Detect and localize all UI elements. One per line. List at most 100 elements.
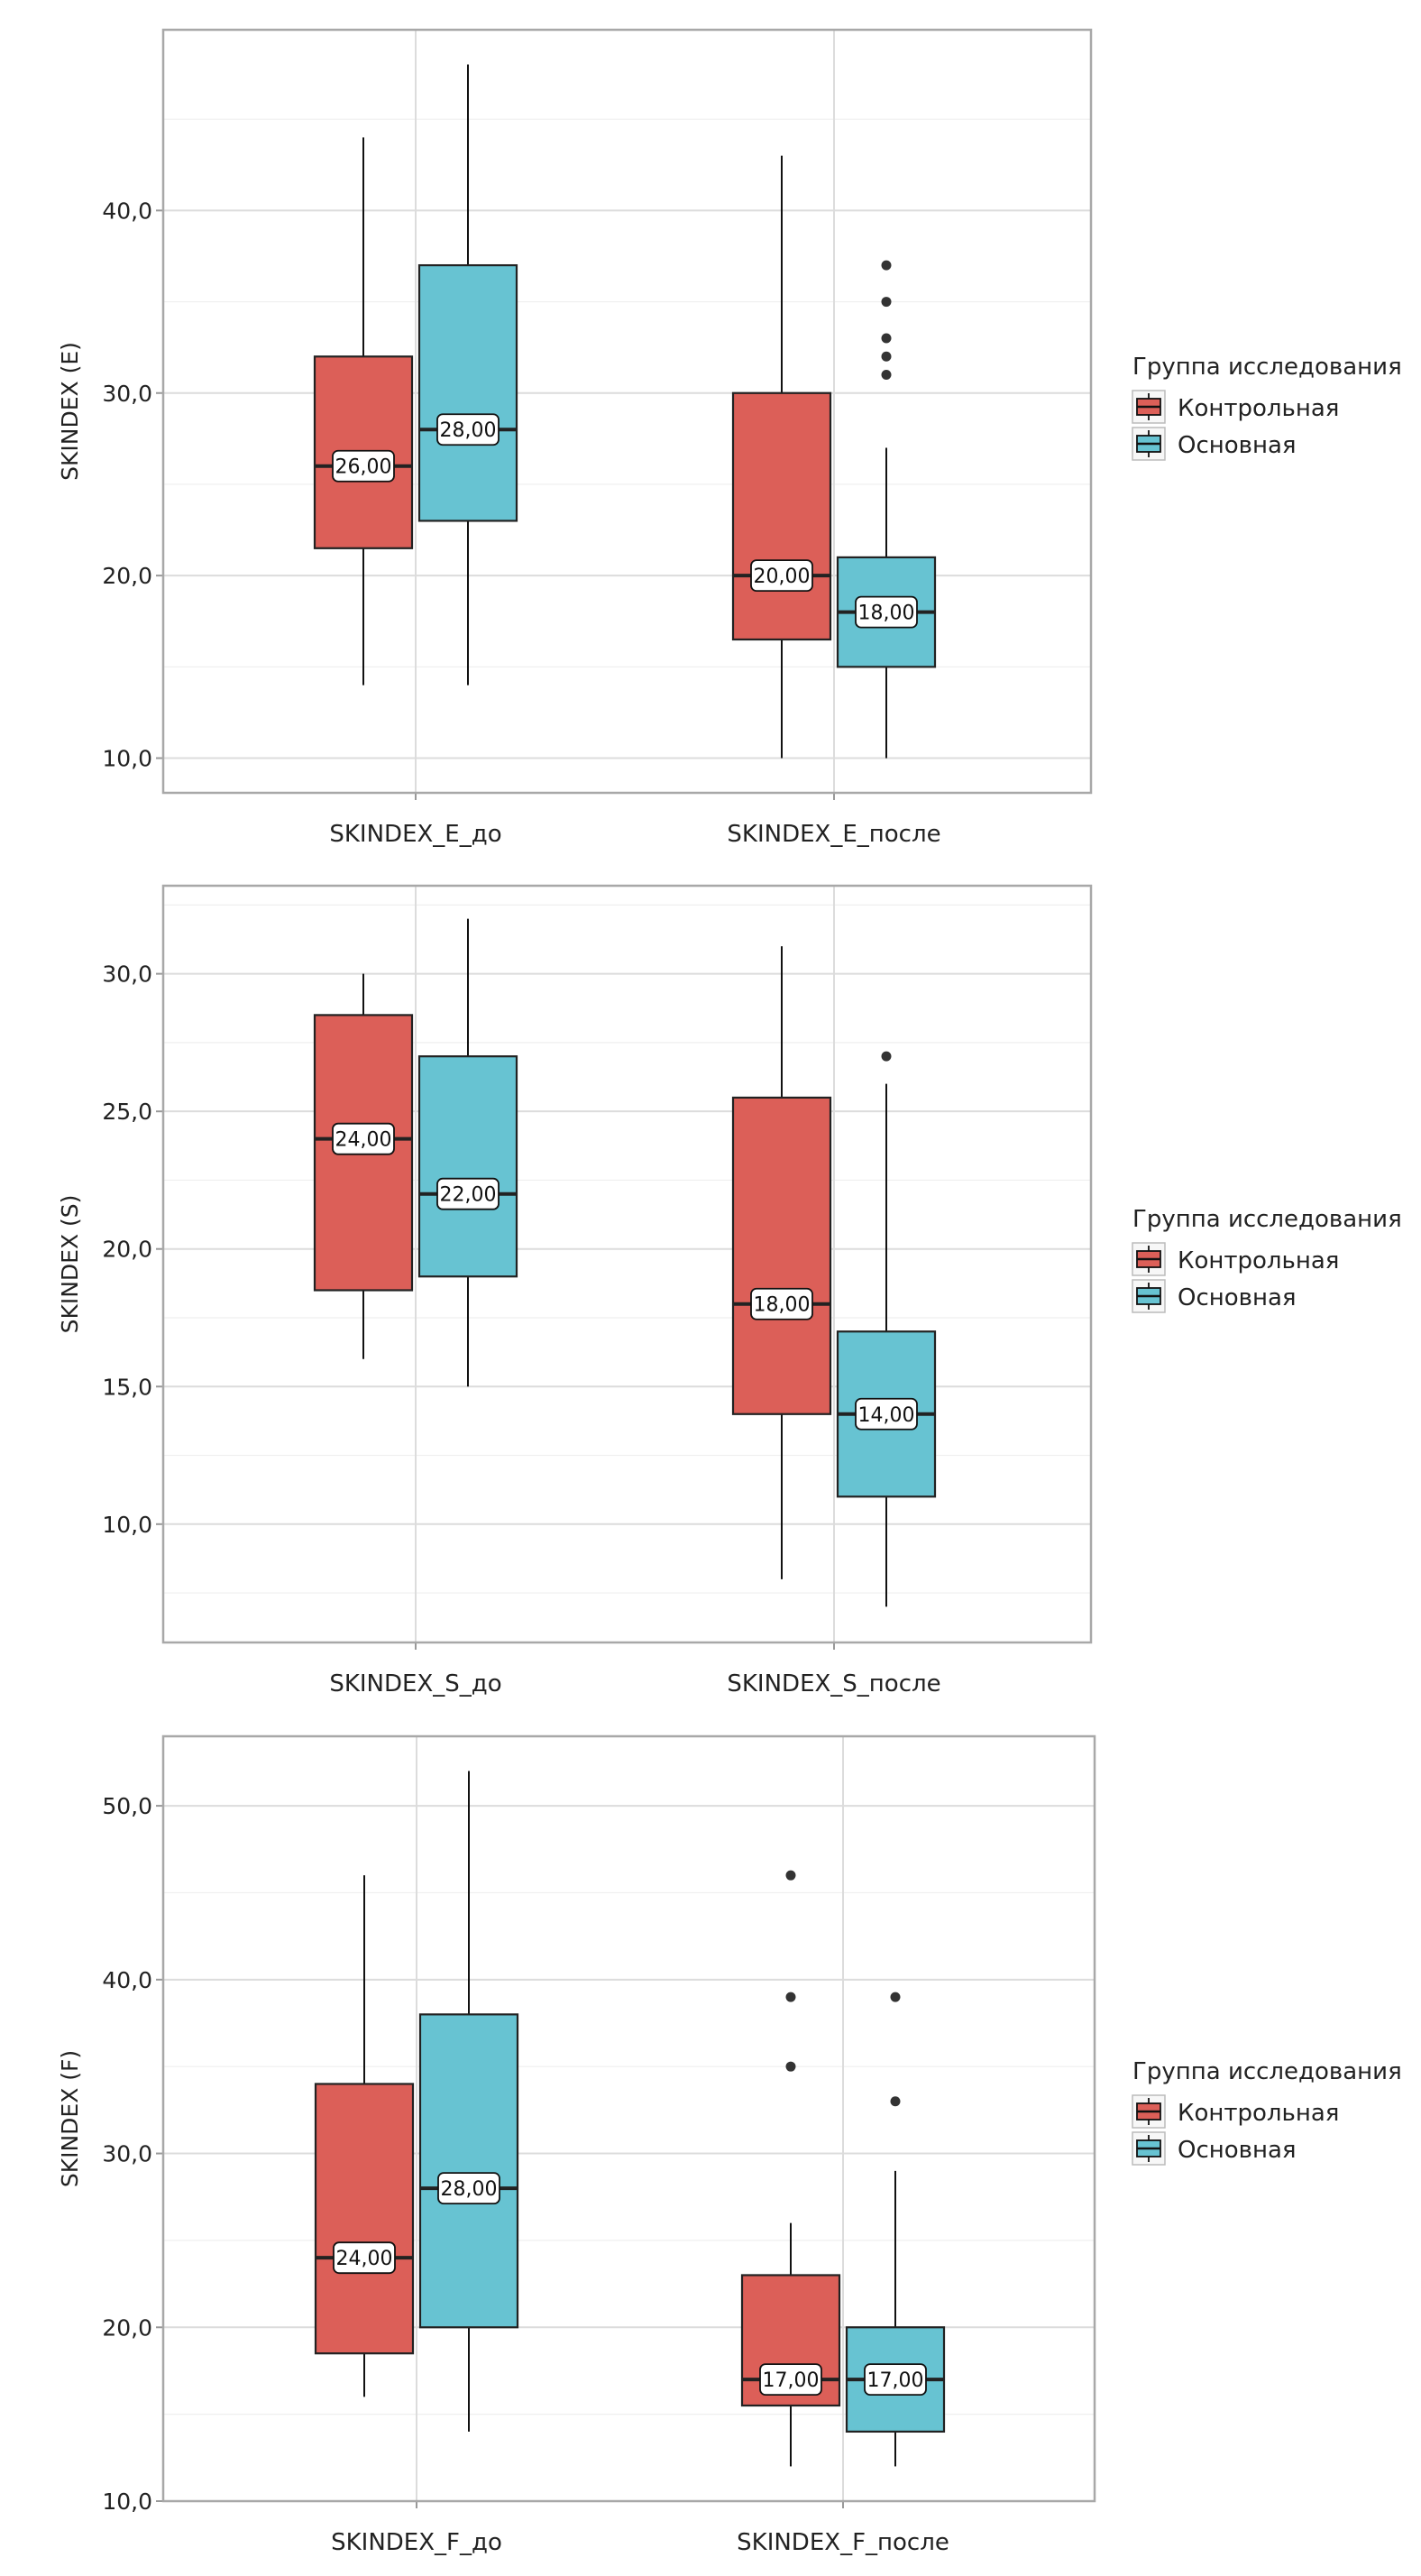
x-category-label: SKINDEX_F_после bbox=[737, 2529, 949, 2556]
median-label-box bbox=[436, 1177, 500, 1210]
box-control-1: 24,00 bbox=[313, 973, 414, 1359]
median-label-box bbox=[759, 2363, 822, 2396]
legend-label-main: Основная bbox=[1178, 1284, 1297, 1311]
outlier-point bbox=[881, 333, 892, 344]
y-axis-title: SKINDEX (E) bbox=[57, 342, 83, 481]
median-label: 17,00 bbox=[763, 2369, 820, 2392]
box-main-2: 14,00 bbox=[836, 1051, 937, 1607]
box-control-2: 20,00 bbox=[731, 155, 832, 759]
outlier-point bbox=[881, 351, 892, 362]
outlier-point bbox=[881, 1051, 892, 1062]
median-label: 24,00 bbox=[336, 2248, 393, 2270]
legend-key-control bbox=[1132, 390, 1166, 424]
y-tick-label: 50,0 bbox=[102, 1793, 152, 1819]
outlier-point bbox=[785, 1992, 796, 2002]
legend: Группа исследования Контрольная Основная bbox=[1132, 1206, 1402, 1313]
plot-panel bbox=[163, 30, 1091, 793]
median-label-box bbox=[750, 1287, 813, 1320]
panel-border bbox=[161, 1734, 1096, 2503]
median-label: 14,00 bbox=[858, 1404, 915, 1427]
plot-panel bbox=[163, 1736, 1095, 2501]
y-tick-label: 25,0 bbox=[102, 1099, 152, 1125]
median-label: 26,00 bbox=[335, 456, 392, 479]
median-label: 28,00 bbox=[440, 419, 497, 442]
outlier-point bbox=[785, 2061, 796, 2072]
plot-panel bbox=[163, 886, 1091, 1642]
legend-title: Группа исследования bbox=[1132, 2058, 1402, 2085]
median-label-box bbox=[332, 449, 395, 483]
median-label: 18,00 bbox=[754, 1294, 811, 1317]
box-main-1: 28,00 bbox=[418, 1771, 519, 2432]
y-axis-title: SKINDEX (F) bbox=[57, 2050, 83, 2187]
legend-label-main: Основная bbox=[1178, 432, 1297, 459]
iqr-box bbox=[731, 391, 832, 641]
y-tick-label: 15,0 bbox=[102, 1374, 152, 1400]
median-label-box bbox=[436, 413, 500, 446]
median-label: 22,00 bbox=[440, 1184, 497, 1207]
median-label-box bbox=[855, 595, 918, 629]
outlier-point bbox=[881, 370, 892, 381]
y-tick-label: 10,0 bbox=[102, 2489, 152, 2515]
y-axis-title: SKINDEX (S) bbox=[57, 1195, 83, 1334]
y-tick-label: 20,0 bbox=[102, 1237, 152, 1263]
iqr-box bbox=[418, 2013, 519, 2329]
legend-label-control: Контрольная bbox=[1178, 2100, 1339, 2127]
legend-key-control bbox=[1132, 2094, 1166, 2129]
legend-key-main bbox=[1132, 2131, 1166, 2166]
box-control-1: 26,00 bbox=[313, 137, 414, 685]
legend-key-main bbox=[1132, 1279, 1166, 1313]
x-category-label: SKINDEX_S_до bbox=[329, 1670, 501, 1697]
box-main-1: 22,00 bbox=[417, 918, 518, 1387]
outlier-point bbox=[890, 2096, 901, 2107]
box-control-1: 24,00 bbox=[314, 1875, 415, 2397]
legend-label-control: Контрольная bbox=[1178, 395, 1339, 422]
chart-1: 10,0 20,0 30,0 40,0 SKINDEX_E_до SKINDEX_E_по… bbox=[57, 28, 1402, 848]
legend-title: Группа исследования bbox=[1132, 1206, 1402, 1233]
y-tick-label: 10,0 bbox=[102, 746, 152, 772]
y-tick-label: 20,0 bbox=[102, 2314, 152, 2341]
x-category-label: SKINDEX_S_после bbox=[727, 1670, 940, 1697]
median-label-box bbox=[855, 1397, 918, 1431]
y-tick-label: 30,0 bbox=[102, 2141, 152, 2167]
outlier-point bbox=[785, 1870, 796, 1881]
chart-3: 10,0 20,0 30,0 40,0 50,0 SKINDEX_F_до SKINDEX_… bbox=[57, 1734, 1402, 2556]
chart-2: 10,0 15,0 20,0 25,0 30,0 SKINDEX_S_до SKINDEX_… bbox=[57, 884, 1402, 1697]
median-label: 18,00 bbox=[858, 603, 915, 625]
median-label-box bbox=[864, 2363, 927, 2396]
y-tick-label: 40,0 bbox=[102, 1967, 152, 1993]
legend-title: Группа исследования bbox=[1132, 354, 1402, 381]
median-label-box bbox=[750, 559, 813, 593]
x-category-label: SKINDEX_F_до bbox=[331, 2529, 502, 2556]
y-tick-label: 40,0 bbox=[102, 198, 152, 224]
y-tick-label: 20,0 bbox=[102, 563, 152, 589]
box-control-2: 17,00 bbox=[740, 1870, 841, 2467]
iqr-box bbox=[417, 1055, 518, 1278]
x-category-label: SKINDEX_E_до bbox=[329, 821, 501, 848]
x-category-label: SKINDEX_E_после bbox=[727, 821, 940, 848]
legend-key-control bbox=[1132, 1242, 1166, 1276]
median-label-box bbox=[437, 2172, 500, 2204]
panel-border bbox=[161, 884, 1093, 1644]
legend-label-control: Контрольная bbox=[1178, 1247, 1339, 1274]
legend: Группа исследования Контрольная Основная bbox=[1132, 2058, 1402, 2166]
box-main-2: 17,00 bbox=[845, 1992, 946, 2467]
y-tick-label: 10,0 bbox=[102, 1512, 152, 1538]
box-control-2: 18,00 bbox=[731, 946, 832, 1579]
median-label: 24,00 bbox=[335, 1129, 392, 1152]
iqr-box bbox=[731, 1096, 832, 1415]
iqr-box bbox=[417, 263, 518, 522]
iqr-box bbox=[314, 2083, 415, 2355]
outlier-point bbox=[881, 260, 892, 271]
y-tick-label: 30,0 bbox=[102, 961, 152, 988]
outlier-point bbox=[881, 297, 892, 308]
panel-border bbox=[161, 28, 1093, 795]
legend-key-main bbox=[1132, 427, 1166, 461]
box-main-2: 18,00 bbox=[836, 260, 937, 759]
median-label-box bbox=[333, 2241, 396, 2275]
outlier-point bbox=[890, 1992, 901, 2002]
legend-label-main: Основная bbox=[1178, 2137, 1297, 2164]
box-main-1: 28,00 bbox=[417, 64, 518, 685]
median-label: 28,00 bbox=[441, 2178, 498, 2201]
y-tick-label: 30,0 bbox=[102, 381, 152, 407]
